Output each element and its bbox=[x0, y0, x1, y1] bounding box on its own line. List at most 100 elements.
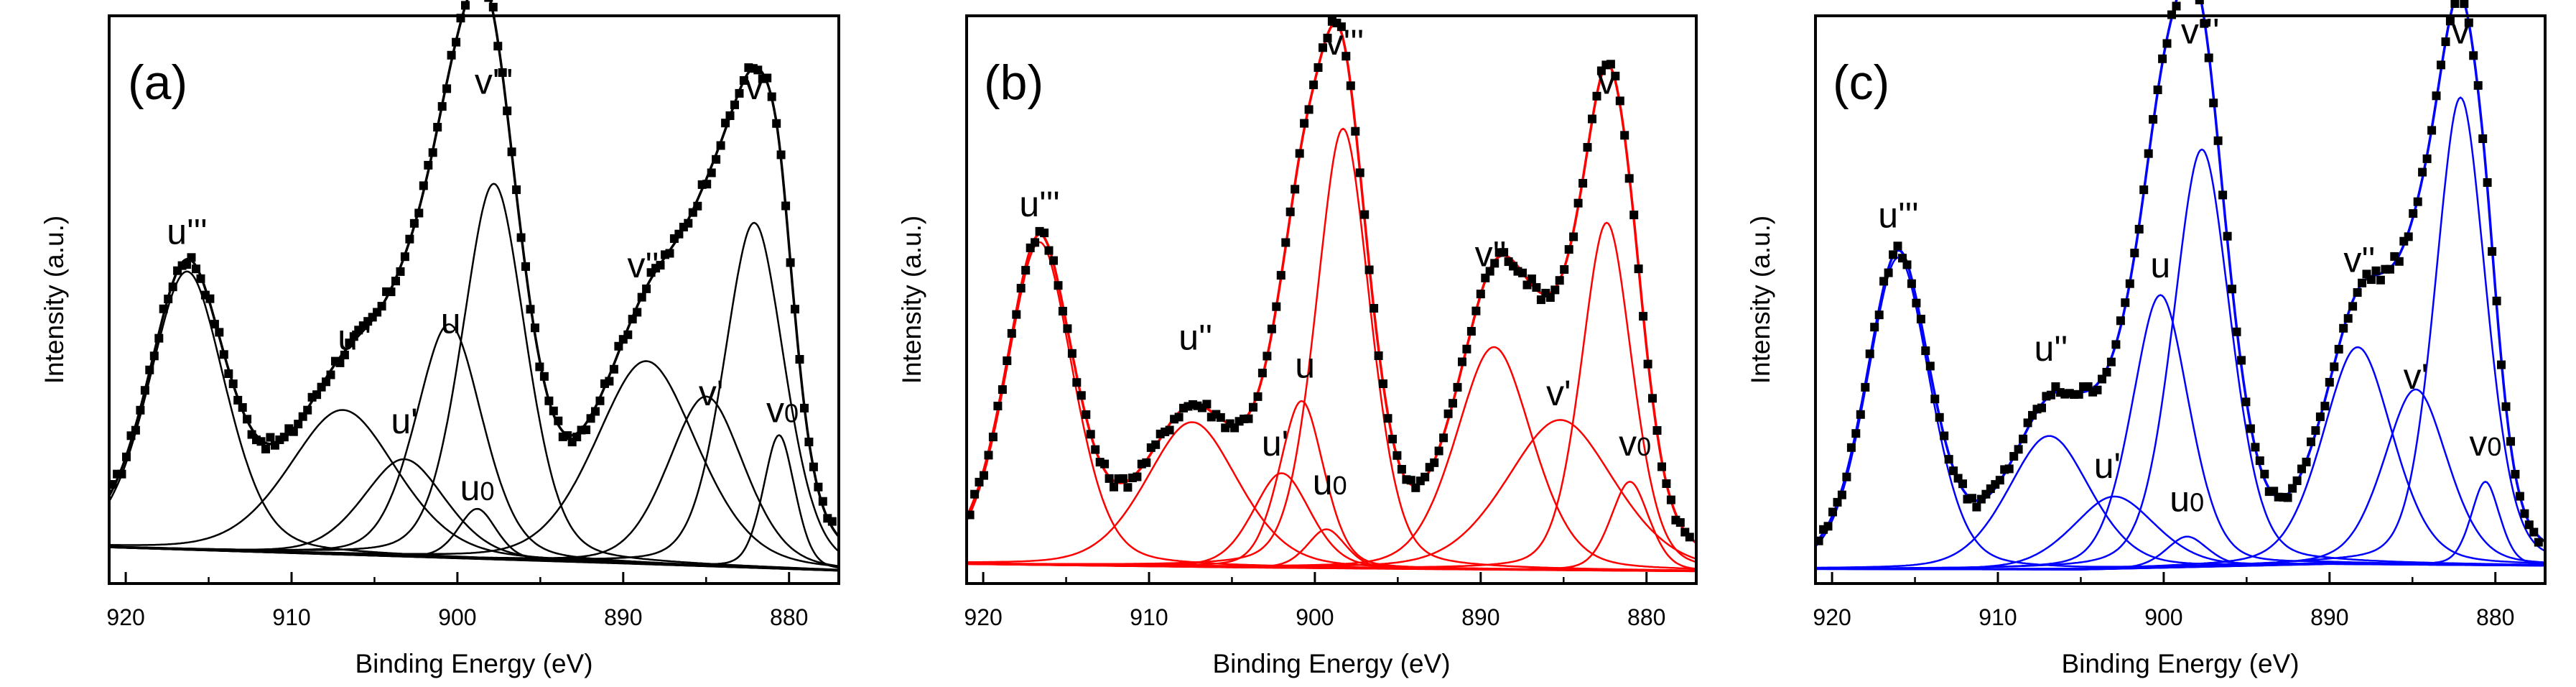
data-point bbox=[1281, 238, 1291, 247]
data-point bbox=[2311, 426, 2320, 435]
data-point bbox=[1304, 105, 1313, 114]
data-point bbox=[1611, 71, 1620, 80]
data-point bbox=[1958, 479, 1967, 489]
data-point bbox=[1355, 168, 1364, 177]
data-point bbox=[693, 201, 702, 211]
data-point bbox=[461, 1, 470, 10]
data-point bbox=[2228, 285, 2236, 294]
data-point bbox=[2409, 209, 2418, 218]
data-point bbox=[1935, 412, 1944, 422]
panel-a-peak-label: v0 bbox=[766, 389, 799, 430]
data-point bbox=[2037, 403, 2046, 412]
data-point bbox=[753, 65, 763, 75]
data-point bbox=[1583, 143, 1592, 152]
data-point bbox=[1916, 315, 1925, 323]
data-point bbox=[721, 119, 730, 128]
data-point bbox=[767, 92, 776, 101]
data-point bbox=[117, 469, 126, 479]
data-point bbox=[2172, 1, 2181, 11]
panel-c-component-u-triple-prime bbox=[1815, 257, 2545, 568]
data-point bbox=[2320, 402, 2330, 411]
data-point bbox=[786, 258, 795, 267]
data-point bbox=[554, 416, 563, 425]
data-point bbox=[261, 444, 270, 453]
data-point bbox=[512, 185, 521, 194]
data-point bbox=[1657, 462, 1666, 471]
data-point bbox=[2098, 374, 2106, 384]
data-point bbox=[312, 390, 322, 400]
panel-b-x-tick-label: 890 bbox=[1461, 604, 1499, 630]
panel-b-component-v bbox=[966, 221, 1697, 568]
data-point bbox=[396, 267, 405, 276]
data-point bbox=[998, 385, 1007, 395]
panel-c-component-v-double-prime bbox=[1815, 346, 2546, 570]
data-point bbox=[2134, 224, 2144, 234]
data-point bbox=[2130, 249, 2139, 258]
data-point bbox=[1272, 302, 1281, 311]
data-point bbox=[243, 415, 252, 424]
data-point bbox=[1309, 80, 1319, 90]
data-point bbox=[539, 372, 549, 381]
panel-b-x-tick-label: 920 bbox=[964, 604, 1002, 630]
data-point bbox=[400, 252, 409, 262]
data-point bbox=[1560, 265, 1569, 274]
data-point bbox=[2464, 18, 2473, 27]
data-point bbox=[975, 477, 984, 487]
data-point bbox=[1300, 119, 1309, 128]
data-point bbox=[405, 234, 414, 244]
panel-c-peak-label: u''' bbox=[1878, 195, 1918, 235]
panel-b-data-points bbox=[965, 17, 1694, 542]
data-point bbox=[2469, 51, 2478, 60]
data-point bbox=[1392, 451, 1402, 460]
data-point bbox=[1940, 431, 1949, 441]
data-point bbox=[2418, 167, 2427, 177]
panel-a-component-u-triple-prime bbox=[108, 270, 840, 572]
data-point bbox=[2501, 402, 2511, 411]
data-point bbox=[1110, 482, 1118, 492]
data-point bbox=[1374, 351, 1383, 360]
panel-a-peak-label: v''' bbox=[475, 61, 513, 101]
panel-c-peak-label: u'' bbox=[2034, 328, 2068, 369]
data-point bbox=[716, 141, 725, 150]
data-point bbox=[1588, 114, 1596, 124]
panel-b-envelope bbox=[965, 22, 1698, 544]
panel-b-component-v0 bbox=[967, 481, 1697, 571]
data-point bbox=[1142, 458, 1151, 467]
data-point bbox=[1249, 402, 1257, 412]
data-point bbox=[739, 76, 748, 85]
data-point bbox=[2292, 476, 2302, 485]
data-point bbox=[1388, 435, 1397, 443]
data-point bbox=[2121, 298, 2130, 308]
panel-a-peak-label: u''' bbox=[167, 212, 207, 252]
data-point bbox=[1532, 283, 1541, 292]
data-point bbox=[1295, 149, 1304, 158]
panel-a-ylabel: Intensity (a.u.) bbox=[39, 216, 69, 384]
data-point bbox=[800, 403, 809, 412]
data-point bbox=[1972, 502, 1981, 512]
data-point bbox=[2241, 397, 2251, 407]
data-point bbox=[2232, 327, 2241, 336]
data-point bbox=[442, 84, 452, 93]
panel-c-x-axis: 920 910 900 890 880 bbox=[1813, 572, 2514, 630]
data-point bbox=[2200, 19, 2209, 28]
data-point bbox=[970, 489, 980, 499]
data-point bbox=[1833, 497, 1842, 507]
data-point bbox=[164, 295, 173, 303]
data-point bbox=[1411, 483, 1420, 492]
data-point bbox=[168, 282, 177, 292]
data-point bbox=[1898, 254, 1907, 263]
panel-b-plot bbox=[965, 17, 1698, 573]
data-point bbox=[1202, 400, 1212, 409]
data-point bbox=[1067, 349, 1077, 358]
data-point bbox=[2297, 464, 2306, 474]
data-point bbox=[1907, 279, 1916, 288]
data-point bbox=[1267, 324, 1276, 333]
data-point bbox=[614, 341, 623, 351]
data-point bbox=[233, 395, 243, 405]
data-point bbox=[377, 302, 386, 311]
panel-a: (a) Intensity (a.u.) Binding Energy (eV)… bbox=[39, 0, 840, 678]
panel-c-peak-label: u bbox=[2150, 245, 2170, 285]
panel-b-label: (b) bbox=[984, 55, 1043, 110]
data-point bbox=[809, 462, 818, 471]
data-point bbox=[1313, 63, 1323, 72]
